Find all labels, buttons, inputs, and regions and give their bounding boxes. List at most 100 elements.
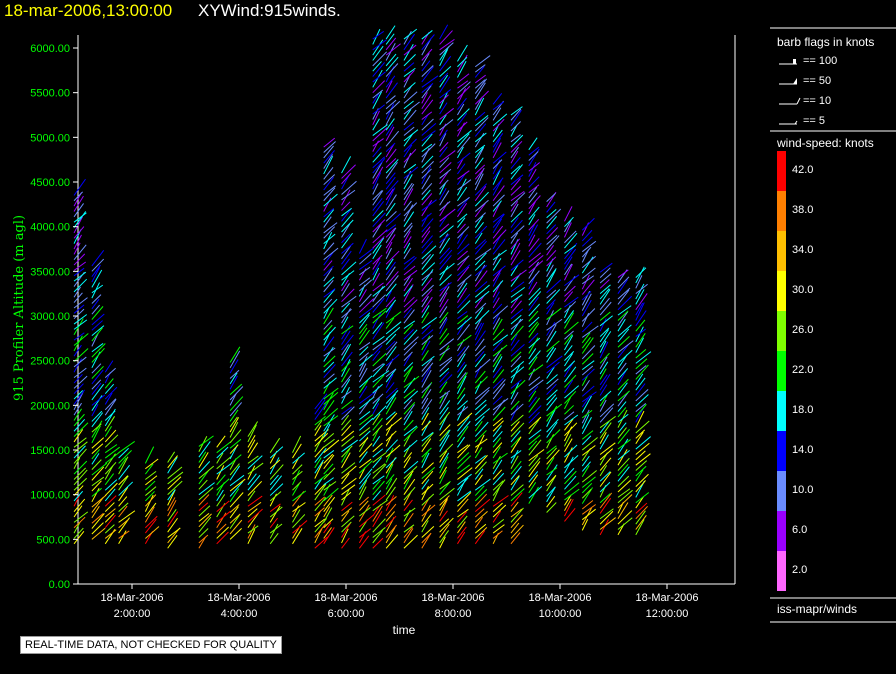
wind-barb	[492, 369, 505, 384]
wind-barb	[269, 491, 282, 502]
wind-barb	[510, 460, 522, 475]
wind-barb	[104, 512, 115, 523]
wind-barb	[198, 494, 210, 506]
wind-barb	[385, 63, 399, 77]
wind-barb	[457, 266, 470, 282]
wind-barb	[564, 219, 572, 233]
wind-barb	[247, 480, 263, 496]
wind-barb	[457, 508, 469, 518]
wind-barb	[564, 434, 572, 447]
wind-barb	[492, 495, 509, 507]
wind-barb	[372, 80, 385, 94]
wind-barb	[421, 479, 430, 490]
wind-barb	[341, 424, 352, 437]
wind-barb	[439, 168, 452, 179]
wind-barb	[492, 166, 503, 180]
wind-barb	[385, 340, 396, 351]
wind-barb	[474, 415, 485, 427]
wind-barb	[341, 258, 350, 270]
wind-barb	[341, 164, 356, 179]
wind-barb	[385, 368, 397, 378]
wind-barb	[528, 291, 542, 306]
wind-barb	[73, 530, 85, 545]
wind-barb	[118, 505, 128, 518]
wind-barb	[421, 48, 433, 61]
wind-barb	[474, 330, 486, 346]
wind-barb	[581, 504, 596, 515]
wind-barb	[474, 199, 489, 212]
wind-barb	[403, 108, 412, 120]
wind-barb	[457, 477, 467, 496]
wind-barb	[599, 297, 610, 311]
wind-barb	[492, 133, 504, 148]
wind-barb	[421, 296, 433, 313]
wind-barb	[372, 405, 387, 420]
wind-barb	[439, 247, 451, 260]
wind-barb	[372, 307, 387, 319]
wind-barb	[492, 194, 505, 207]
wind-barb	[421, 447, 432, 458]
wind-barb	[403, 230, 411, 243]
wind-barb	[269, 523, 279, 539]
wind-barb	[269, 437, 281, 453]
wind-barb	[599, 448, 614, 461]
x-tick-time-label: 6:00:00	[328, 608, 365, 620]
wind-barb	[372, 480, 385, 495]
wind-barb	[323, 324, 333, 336]
wind-barb	[635, 266, 645, 284]
wind-barb	[599, 318, 607, 332]
wind-barb	[73, 216, 83, 234]
wind-barb	[546, 234, 558, 245]
wind-barb	[546, 256, 557, 267]
wind-barb	[269, 457, 280, 475]
wind-barb	[510, 269, 527, 282]
wind-barb	[314, 477, 323, 490]
wind-barb	[73, 490, 84, 502]
wind-barb	[372, 223, 382, 238]
wind-barb	[528, 416, 542, 429]
wind-barb	[439, 46, 450, 61]
wind-barb	[457, 293, 471, 309]
wind-barb	[385, 341, 398, 356]
wind-barb	[492, 101, 505, 111]
wind-barb	[341, 344, 350, 356]
wind-barb	[599, 442, 616, 455]
wind-barb	[635, 358, 648, 370]
wind-barb	[323, 355, 336, 368]
wind-barb	[73, 335, 83, 352]
wind-barb	[439, 255, 452, 270]
wind-barb	[403, 188, 414, 206]
wind-barb	[73, 460, 88, 475]
wind-barb	[314, 497, 327, 512]
wind-barb	[421, 466, 436, 479]
wind-barb	[91, 513, 105, 529]
wind-barb	[475, 438, 488, 448]
wind-barb	[439, 530, 450, 544]
wind-barb	[314, 483, 327, 501]
wind-barb	[510, 449, 519, 464]
wind-barb	[510, 522, 520, 534]
wind-barb	[359, 346, 369, 356]
wind-barb	[73, 498, 86, 512]
wind-barb	[528, 201, 536, 215]
wind-barb	[385, 393, 396, 410]
wind-barb	[403, 353, 412, 367]
wind-barb	[474, 474, 483, 486]
wind-barb	[403, 30, 412, 45]
wind-barb	[599, 361, 609, 375]
wind-barb	[385, 303, 394, 319]
wind-barb	[457, 152, 471, 164]
wind-barb	[341, 501, 353, 512]
wind-barb	[581, 409, 590, 424]
wind-barb	[104, 429, 117, 443]
wind-barb	[403, 399, 413, 410]
wind-barb	[617, 340, 634, 354]
wind-speed-color-scale	[777, 151, 786, 591]
wind-barb	[439, 367, 450, 378]
wind-barb	[323, 167, 334, 180]
wind-barb	[635, 319, 646, 332]
wind-barb	[421, 269, 434, 286]
wind-barb	[372, 198, 383, 211]
wind-barb	[439, 298, 449, 313]
